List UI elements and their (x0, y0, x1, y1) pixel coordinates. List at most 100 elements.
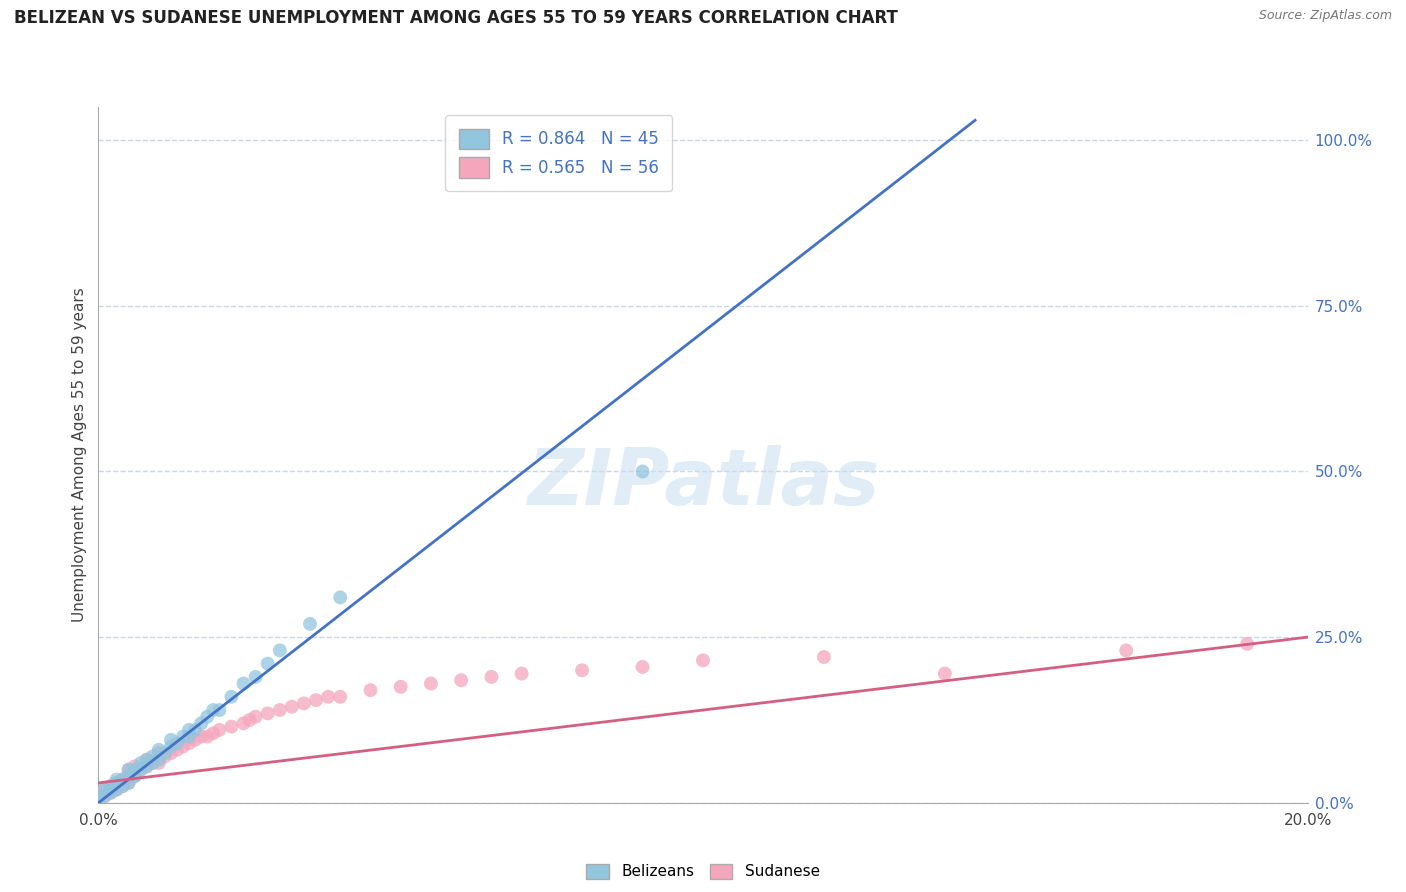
Point (160, 746, 183, 760)
Point (232, 716, 254, 731)
Point (221, 720, 243, 734)
Point (221, 690, 243, 704)
Point (245, 670, 267, 684)
Point (142, 749, 165, 764)
Point (87, 792, 110, 806)
Point (118, 769, 141, 783)
Point (124, 769, 146, 783)
Point (105, 776, 128, 790)
Point (195, 709, 218, 723)
Point (269, 643, 291, 657)
Point (135, 753, 157, 767)
Point (148, 746, 170, 760)
Point (118, 776, 141, 790)
Point (813, 650, 835, 665)
Point (148, 743, 170, 757)
Point (631, 465, 654, 479)
Point (256, 657, 278, 671)
Point (100, 786, 122, 800)
Point (148, 756, 170, 770)
Point (100, 782, 122, 797)
Point (281, 699, 304, 714)
Point (256, 706, 278, 721)
Point (148, 753, 170, 767)
Point (129, 763, 152, 777)
Point (105, 782, 128, 797)
Point (299, 616, 322, 631)
Point (316, 690, 339, 704)
Point (111, 772, 134, 787)
Point (329, 591, 352, 605)
Point (269, 703, 291, 717)
Point (93, 789, 115, 804)
Point (100, 779, 122, 793)
Point (245, 709, 267, 723)
Point (142, 756, 165, 770)
Point (87, 786, 110, 800)
Point (481, 670, 503, 684)
Text: ZIPatlas: ZIPatlas (527, 445, 879, 521)
Point (135, 759, 157, 773)
Point (184, 723, 207, 737)
Point (93, 789, 115, 804)
Point (111, 779, 134, 793)
Point (1236, 637, 1258, 651)
Point (172, 730, 194, 744)
Point (208, 703, 231, 717)
Point (305, 693, 328, 707)
Point (135, 753, 157, 767)
Point (100, 779, 122, 793)
Point (190, 730, 212, 744)
Point (105, 782, 128, 797)
Point (129, 756, 152, 770)
Point (124, 769, 146, 783)
Legend: Belizeans, Sudanese: Belizeans, Sudanese (581, 857, 825, 886)
Y-axis label: Unemployment Among Ages 55 to 59 years: Unemployment Among Ages 55 to 59 years (72, 287, 87, 623)
Point (87, 789, 110, 804)
Point (239, 713, 262, 727)
Point (129, 763, 152, 777)
Point (510, 666, 533, 681)
Point (631, 660, 654, 674)
Point (179, 736, 201, 750)
Point (166, 743, 188, 757)
Text: Source: ZipAtlas.com: Source: ZipAtlas.com (1258, 9, 1392, 22)
Point (118, 776, 141, 790)
Point (232, 676, 254, 690)
Point (934, 666, 956, 681)
Point (135, 759, 157, 773)
Point (208, 723, 231, 737)
Point (420, 676, 443, 690)
Point (124, 763, 146, 777)
Point (100, 786, 122, 800)
Point (111, 779, 134, 793)
Point (389, 680, 412, 694)
Point (172, 739, 194, 754)
Point (118, 769, 141, 783)
Point (571, 663, 593, 677)
Point (329, 690, 352, 704)
Point (105, 776, 128, 790)
Point (184, 732, 207, 747)
Point (292, 697, 315, 711)
Point (124, 759, 146, 773)
Point (195, 730, 218, 744)
Point (179, 723, 201, 737)
Point (93, 782, 115, 797)
Point (153, 746, 176, 760)
Point (118, 763, 141, 777)
Point (111, 772, 134, 787)
Point (142, 756, 165, 770)
Point (87, 789, 110, 804)
Point (1115, 643, 1137, 657)
Point (87, 792, 110, 806)
Point (190, 716, 212, 731)
Point (93, 782, 115, 797)
Point (166, 736, 188, 750)
Point (160, 739, 183, 754)
Point (160, 732, 183, 747)
Point (202, 703, 225, 717)
Point (360, 683, 382, 698)
Point (202, 726, 225, 740)
Point (105, 772, 128, 787)
